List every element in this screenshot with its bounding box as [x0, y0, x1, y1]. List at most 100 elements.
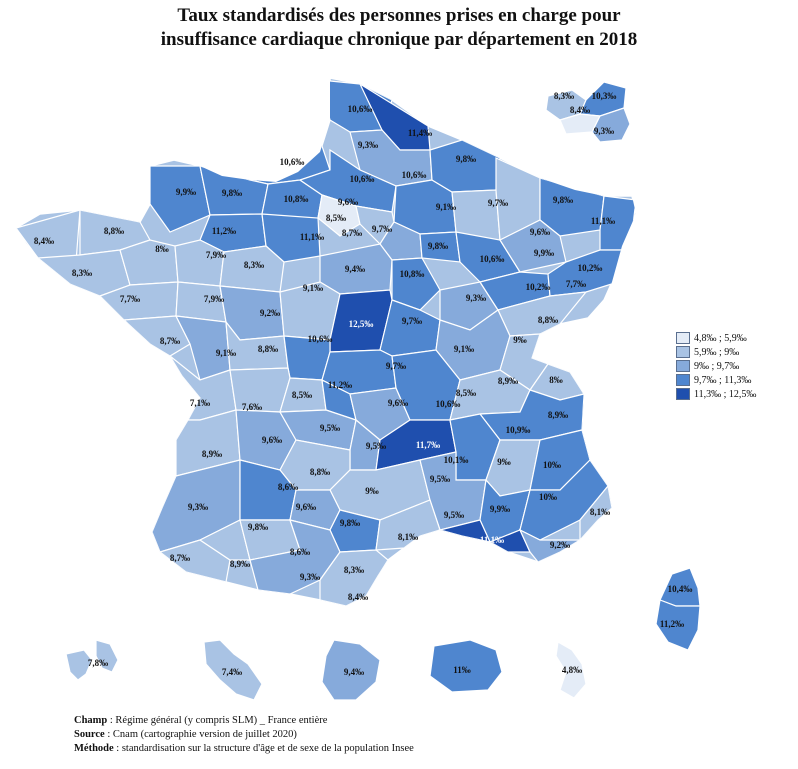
label-calvados: 9,8‰	[222, 188, 242, 198]
dept-idf-a	[317, 194, 361, 237]
legend-label-5: 11,3‰ ; 12,5‰	[694, 388, 757, 400]
label-corse-sud: 11,2‰	[660, 619, 684, 629]
note-source-key: Source	[74, 729, 105, 740]
legend-swatch-4	[676, 374, 690, 386]
note-methode-value: : standardisation sur la structure d'âge…	[116, 743, 414, 754]
map-legend: 4,8‰ ; 5,9‰ 5,9‰ ; 9‰ 9‰ ; 9,7‰ 9,7‰ ; 1…	[676, 331, 768, 401]
label-htes-pyr: 8,9‰	[230, 559, 250, 569]
dept-aude	[319, 549, 389, 606]
label-eure-loir: 11,1‰	[300, 232, 324, 242]
note-champ-value: : Régime général (y compris SLM) _ Franc…	[109, 715, 328, 726]
label-charente: 7,6‰	[242, 402, 262, 412]
label-creuse: 11,2‰	[328, 380, 352, 390]
label-bas-rhin: 9,8‰	[553, 195, 573, 205]
guyane	[321, 639, 381, 701]
note-source: Source : Cnam (cartographie version de j…	[74, 728, 414, 742]
legend-row-3: 9‰ ; 9,7‰	[676, 359, 768, 373]
mayotte	[555, 641, 587, 699]
label-sarthe: 8,3‰	[244, 260, 264, 270]
label-jura: 8,8‰	[538, 315, 558, 325]
guadeloupe	[65, 639, 119, 681]
dept-corse-sud	[655, 599, 701, 651]
label-haut-rhin: 11,1‰	[591, 216, 615, 226]
label-hte-loire: 11,7‰	[416, 440, 440, 450]
note-source-value: : Cnam (cartographie version de juillet …	[107, 729, 297, 740]
label-gard-a: 9,5‰	[430, 474, 450, 484]
label-guyane: 9,4‰	[344, 667, 364, 677]
legend-label-3: 9‰ ; 9,7‰	[694, 360, 740, 372]
value-labels: 10,6‰ 11,4‰ 9,3‰ 10,6‰ 9,9‰ 9,8‰ 10,8‰ 1…	[34, 91, 693, 677]
dept-sarthe	[219, 245, 285, 293]
dept-vendee	[122, 315, 191, 357]
label-vendee: 8,7‰	[160, 336, 180, 346]
label-aveyron: 9‰	[365, 486, 379, 496]
dept-bouches	[437, 519, 531, 553]
label-finistere: 8,4‰	[34, 236, 54, 246]
dept-yonne	[391, 257, 441, 311]
label-paris-b: 10,3‰	[592, 91, 617, 101]
label-cher: 12,5‰	[349, 319, 374, 329]
label-dordogne: 9,6‰	[262, 435, 282, 445]
label-gard: 9,5‰	[444, 510, 464, 520]
label-martinique: 7,4‰	[222, 667, 242, 677]
legend-row-1: 4,8‰ ; 5,9‰	[676, 331, 768, 345]
label-ardeche: 10,1‰	[444, 455, 469, 465]
label-herault: 8,1‰	[398, 532, 418, 542]
label-loiret: 9,4‰	[345, 264, 365, 274]
label-gironde: 8,9‰	[202, 449, 222, 459]
label-paris-d: 9,3‰	[594, 126, 614, 136]
legend-row-5: 11,3‰ ; 12,5‰	[676, 387, 768, 401]
label-yonne: 10,8‰	[400, 269, 425, 279]
dept-var	[518, 528, 583, 563]
mainland-france	[14, 77, 637, 607]
label-cotes: 8,8‰	[104, 226, 124, 236]
paris-inset	[545, 81, 631, 143]
label-alp-mar: 8,1‰	[590, 507, 610, 517]
label-aube: 9,8‰	[428, 241, 448, 251]
title-line-1: Taux standardisés des personnes prises e…	[177, 5, 621, 26]
label-lot: 8,8‰	[310, 467, 330, 477]
dept-ille	[119, 239, 179, 286]
label-oise: 10,6‰	[350, 174, 375, 184]
dept-ardennes	[429, 139, 501, 193]
label-lot-gar: 9,8‰	[248, 522, 268, 532]
label-seine-mar: 10,6‰	[280, 157, 305, 167]
label-cote-or: 9,3‰	[466, 293, 486, 303]
label-tarn-gar: 9,6‰	[296, 502, 316, 512]
label-ille: 8‰	[155, 244, 169, 254]
label-loire: 10,6‰	[436, 399, 461, 409]
label-ariege: 8,4‰	[348, 592, 368, 602]
label-loire-atl: 7,7‰	[120, 294, 140, 304]
label-belfort2: 7,7‰	[566, 279, 586, 289]
label-aisne: 9,3‰	[358, 140, 378, 150]
dept-eure-loir	[261, 213, 321, 263]
corse	[655, 567, 701, 651]
label-morbihan: 8,3‰	[72, 268, 92, 278]
label-nord-a: 10,6‰	[348, 104, 373, 114]
label-landes: 9,3‰	[188, 502, 208, 512]
label-tarn: 9,8‰	[340, 518, 360, 528]
legend-row-2: 5,9‰ ; 9‰	[676, 345, 768, 359]
label-idf-b: 8,5‰	[326, 213, 346, 223]
legend-row-4: 9,7‰ ; 11,3‰	[676, 373, 768, 387]
label-isere: 10,9‰	[506, 425, 531, 435]
label-ch-mar: 7,1‰	[190, 398, 210, 408]
legend-swatch-5	[676, 388, 690, 400]
label-savoie: 8,9‰	[548, 410, 568, 420]
legend-swatch-1	[676, 332, 690, 344]
note-methode-key: Méthode	[74, 743, 114, 754]
label-vienne: 8,8‰	[258, 344, 278, 354]
label-indre-loire: 9,2‰	[260, 308, 280, 318]
label-ardennes: 9,8‰	[456, 154, 476, 164]
map-title: Taux standardisés des personnes prises e…	[0, 4, 798, 52]
paris-dept-d	[591, 107, 631, 143]
label-nord-b: 11,4‰	[408, 128, 432, 138]
label-deux-sevres: 9,1‰	[216, 348, 236, 358]
label-loir-cher: 9,1‰	[303, 283, 323, 293]
label-doubs: 10,2‰	[526, 282, 551, 292]
label-paris-c: 8,4‰	[570, 105, 590, 115]
label-eure: 10,8‰	[284, 194, 309, 204]
label-lot2: 8,6‰	[278, 482, 298, 492]
label-idf-c: 8,7‰	[342, 228, 362, 238]
